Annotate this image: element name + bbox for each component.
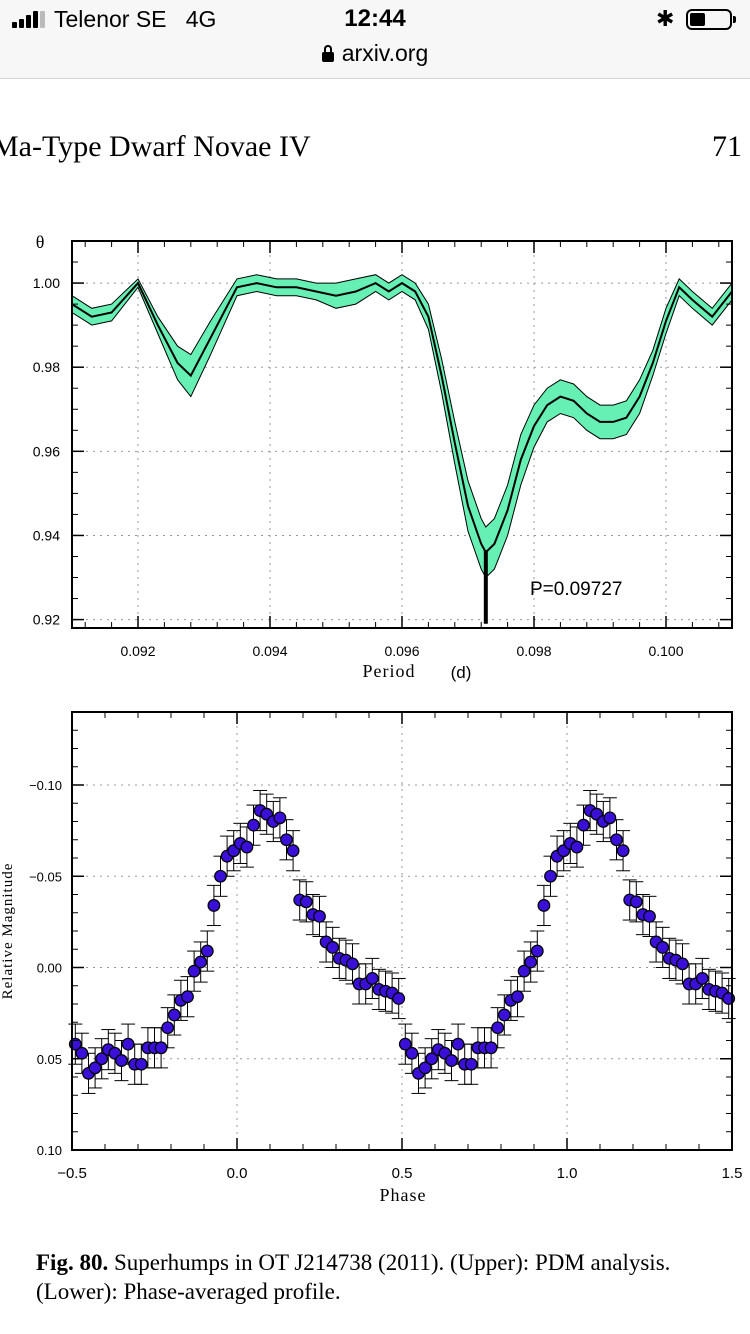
data-point	[517, 964, 531, 978]
data-point	[214, 869, 227, 883]
y-tick-label: 0.05	[37, 1052, 62, 1067]
url-text: arxiv.org	[341, 40, 429, 66]
y-tick-label: 0.96	[33, 443, 60, 459]
caption-text: Superhumps in OT J214738 (2011). (Upper)…	[36, 1250, 671, 1304]
data-point	[464, 1057, 478, 1071]
data-point	[537, 899, 551, 912]
x-tick-label: 0.5	[392, 1165, 413, 1182]
x-tick-label: 0.0	[227, 1165, 248, 1182]
data-point	[95, 1052, 109, 1066]
data-point	[392, 992, 406, 1005]
data-point	[161, 1021, 175, 1035]
data-point	[88, 1061, 102, 1075]
lock-icon	[321, 45, 334, 62]
data-point	[194, 955, 208, 969]
pdm-chart: P=0.09727 0.92 0.94 0.96 0.98 1.00 0.092 0.094 0…	[33, 232, 733, 682]
y-tick-label: 0.94	[33, 527, 60, 543]
x-tick-label: 0.100	[648, 643, 683, 659]
carrier-label: Telenor SE 4G	[54, 6, 217, 32]
data-point	[365, 972, 379, 985]
y-tick-label: −0.10	[29, 778, 62, 793]
plot-frame	[71, 240, 733, 629]
data-point	[154, 1041, 168, 1055]
data-point	[398, 1037, 412, 1051]
data-point	[643, 909, 656, 923]
status-bar: Telenor SE 4G 12:44 ✱ arxiv.org	[0, 0, 750, 79]
data-point	[491, 1021, 505, 1035]
data-point	[544, 869, 557, 883]
data-point	[676, 957, 689, 971]
data-point	[451, 1037, 465, 1051]
running-head: Ma-Type Dwarf Novae IV	[0, 130, 311, 163]
y-tick-label: 0.10	[37, 1143, 62, 1158]
figure-caption: Fig. 80. Superhumps in OT J214738 (2011)…	[36, 1248, 726, 1306]
data-point	[425, 1052, 439, 1066]
data-point	[134, 1057, 148, 1071]
x-tick-label: 1.0	[557, 1165, 578, 1182]
data-point	[181, 990, 194, 1004]
data-point	[313, 909, 326, 923]
y-tick-label: 0.00	[37, 961, 62, 976]
data-point	[511, 990, 524, 1004]
page-number: 71	[712, 130, 742, 163]
caption-label: Fig. 80.	[36, 1250, 109, 1275]
data-point	[603, 811, 617, 825]
theta-confidence-band	[71, 274, 733, 579]
data-point	[247, 818, 260, 832]
data-point	[497, 1008, 511, 1022]
profile-chart: −0.10 −0.05 0.00 0.05 0.10 −0.5 0.0 0.5 1.0 1.5 Ph…	[0, 711, 743, 1205]
x-tick-label: 1.5	[722, 1165, 743, 1182]
x-tick-label: 0.096	[384, 643, 419, 659]
data-point	[115, 1054, 128, 1067]
data-point	[299, 895, 313, 909]
url-bar[interactable]: arxiv.org	[0, 40, 750, 67]
x-tick-label: 0.098	[516, 643, 551, 659]
data-point	[75, 1046, 89, 1060]
theta-series-line	[71, 281, 733, 554]
signal-strength-icon	[12, 10, 48, 28]
data-point	[207, 899, 221, 912]
x-tick-label: 0.092	[120, 643, 155, 659]
data-point	[656, 941, 670, 954]
y-tick-label: 0.98	[33, 359, 60, 375]
y-tick-label: 1.00	[33, 275, 60, 291]
x-tick-label: −0.5	[57, 1165, 87, 1182]
data-point	[346, 957, 359, 971]
data-point	[167, 1008, 181, 1022]
data-point	[610, 833, 623, 847]
x-axis-unit: (d)	[451, 663, 472, 682]
data-point	[418, 1061, 432, 1075]
x-axis-label: Phase	[380, 1185, 427, 1205]
data-point	[570, 840, 584, 854]
data-point	[524, 955, 538, 969]
data-point	[280, 833, 293, 847]
data-point	[616, 844, 630, 858]
clock: 12:44	[344, 5, 406, 32]
x-axis-label: Period	[363, 661, 416, 681]
y-tick-label: −0.05	[29, 869, 62, 884]
data-point	[200, 944, 214, 958]
data-point	[629, 895, 643, 909]
data-point	[577, 818, 590, 832]
network-type: 4G	[185, 6, 217, 32]
period-annotation: P=0.09727	[530, 579, 622, 600]
data-point	[240, 840, 254, 854]
data-point	[286, 844, 300, 858]
data-point	[405, 1046, 419, 1060]
data-point	[121, 1037, 135, 1051]
data-point	[445, 1054, 458, 1067]
bluetooth-icon: ✱	[656, 6, 675, 31]
battery-icon	[686, 9, 736, 30]
data-point	[187, 964, 201, 978]
data-point	[484, 1041, 498, 1055]
data-point	[695, 972, 709, 985]
data-point	[530, 944, 544, 958]
y-tick-label: 0.92	[33, 612, 60, 628]
data-point	[273, 811, 287, 825]
x-tick-label: 0.094	[252, 643, 287, 659]
y-axis-label: θ	[36, 232, 45, 252]
data-point	[326, 941, 340, 954]
y-axis-label: Relative Magnitude	[0, 863, 16, 1000]
